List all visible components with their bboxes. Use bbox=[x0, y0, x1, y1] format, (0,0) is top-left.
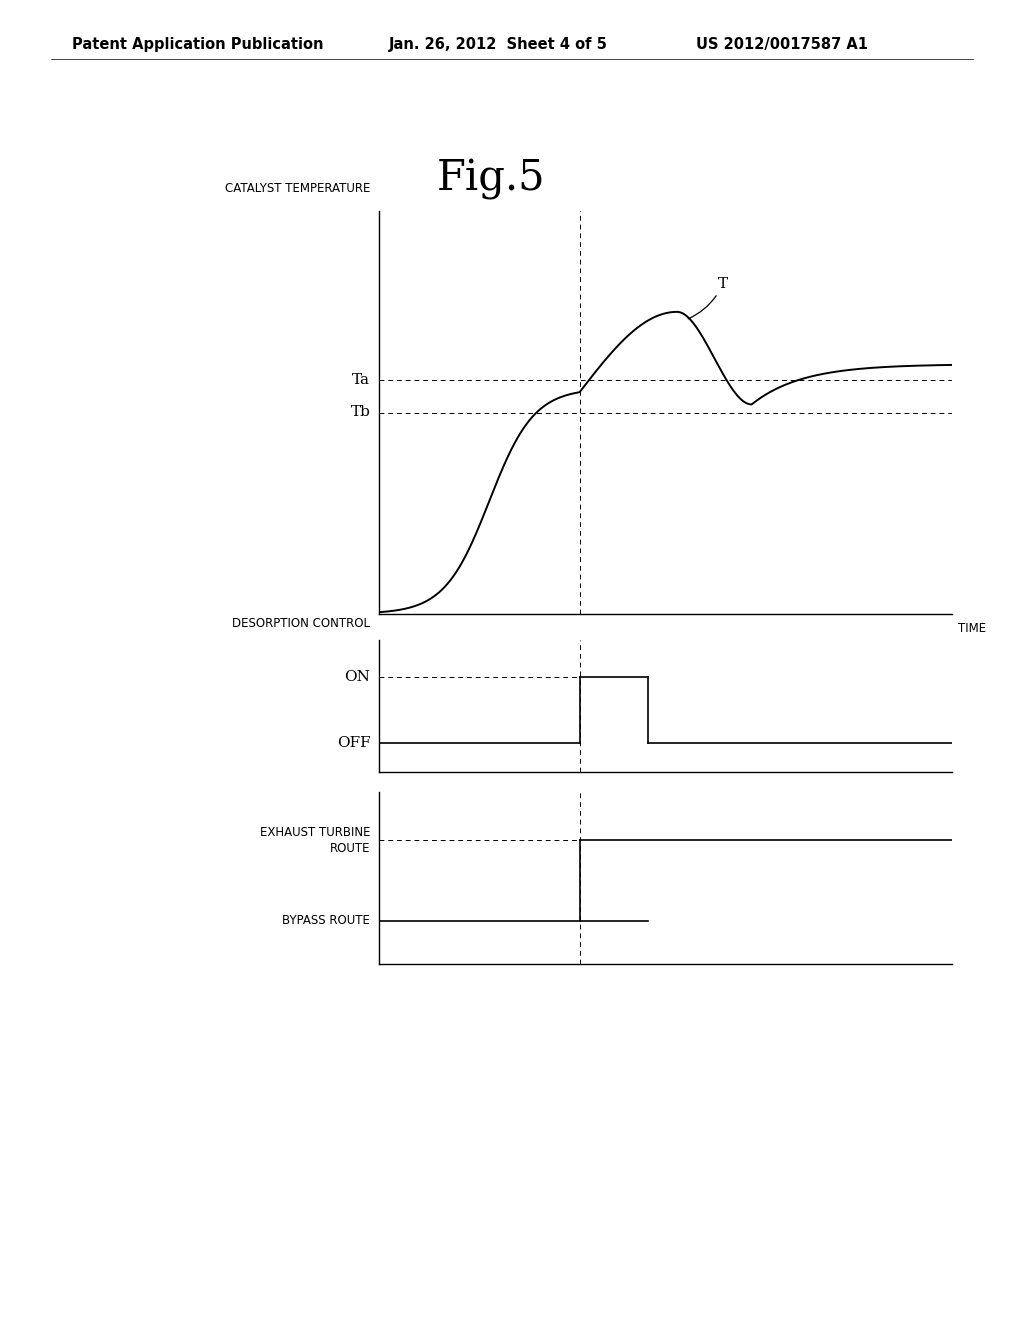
Text: OFF: OFF bbox=[337, 737, 371, 750]
Text: Fig.5: Fig.5 bbox=[437, 158, 546, 201]
Text: Tb: Tb bbox=[350, 405, 371, 420]
Text: Patent Application Publication: Patent Application Publication bbox=[72, 37, 324, 51]
Text: BYPASS ROUTE: BYPASS ROUTE bbox=[283, 915, 371, 927]
Text: ON: ON bbox=[344, 671, 371, 684]
Text: EXHAUST TURBINE
ROUTE: EXHAUST TURBINE ROUTE bbox=[260, 825, 371, 854]
Text: US 2012/0017587 A1: US 2012/0017587 A1 bbox=[696, 37, 868, 51]
Text: Jan. 26, 2012  Sheet 4 of 5: Jan. 26, 2012 Sheet 4 of 5 bbox=[389, 37, 608, 51]
Text: TIME: TIME bbox=[958, 622, 986, 635]
Text: T: T bbox=[688, 277, 728, 319]
Text: Ta: Ta bbox=[352, 374, 371, 387]
Text: CATALYST TEMPERATURE: CATALYST TEMPERATURE bbox=[225, 182, 371, 195]
Text: DESORPTION CONTROL: DESORPTION CONTROL bbox=[232, 616, 371, 630]
